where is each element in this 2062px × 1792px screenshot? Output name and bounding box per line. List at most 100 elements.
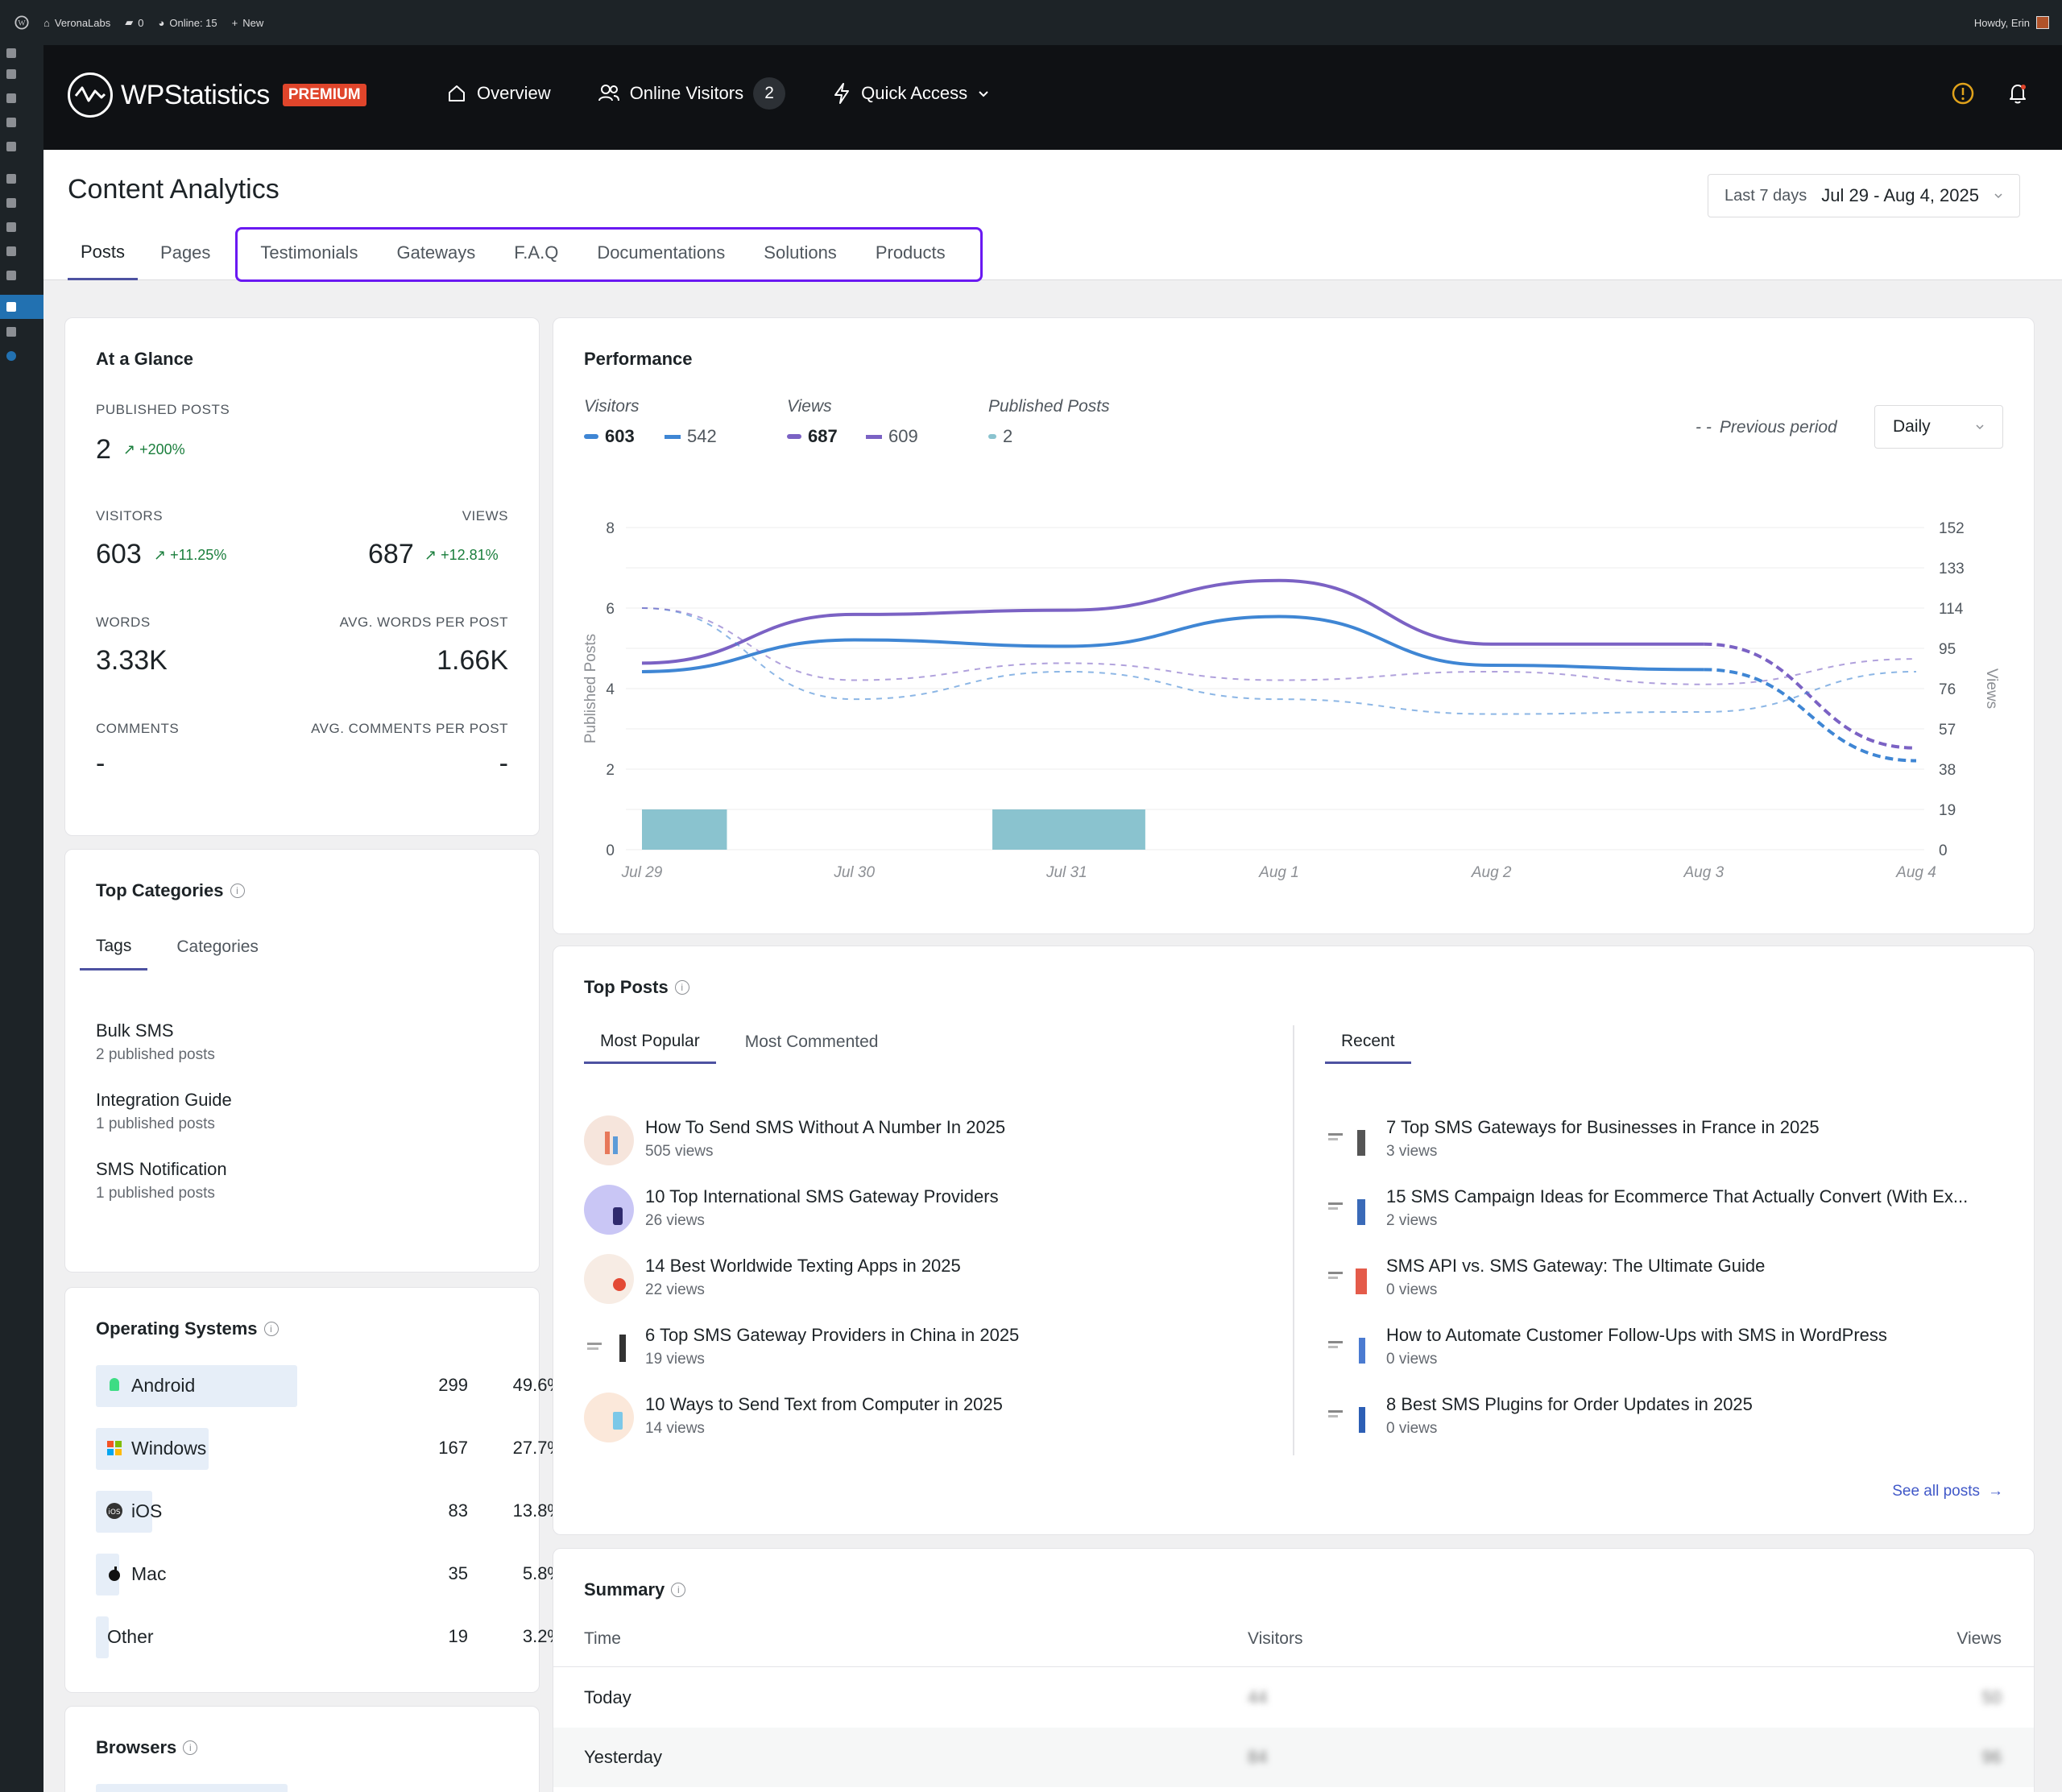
os-row[interactable]: Windows 167 27.7% — [65, 1428, 563, 1476]
popular-post-title[interactable]: How To Send SMS Without A Number In 2025 — [645, 1117, 1006, 1137]
popular-post-title[interactable]: 10 Ways to Send Text from Computer in 20… — [645, 1394, 1003, 1414]
os-share-bar — [96, 1491, 152, 1533]
os-row[interactable]: Other 19 3.2% — [65, 1616, 563, 1665]
account-menu[interactable]: Howdy, Erin — [1974, 0, 2049, 45]
info-icon[interactable]: i — [263, 1322, 279, 1336]
site-name-link[interactable]: ⌂ VeronaLabs — [43, 17, 110, 29]
tab-most-popular[interactable]: Most Popular — [584, 1020, 716, 1064]
new-content-link[interactable]: + New — [232, 17, 264, 29]
summary-visitors: 44 — [1248, 1687, 1268, 1707]
visitors-previous-value: 542 — [687, 426, 717, 446]
recent-tabs: Recent — [1325, 1020, 1411, 1064]
top-posts-title-text: Top Posts — [584, 977, 669, 997]
legend-posts-value[interactable]: 2 — [988, 426, 1012, 447]
tab-categories[interactable]: Categories — [176, 937, 259, 956]
post-thumbnail[interactable] — [1325, 1264, 1375, 1299]
recent-post-title[interactable]: How to Automate Customer Follow-Ups with… — [1386, 1325, 1887, 1345]
post-thumbnail[interactable] — [584, 1115, 634, 1165]
date-range-picker[interactable]: Last 7 days Jul 29 - Aug 4, 2025 — [1708, 174, 2020, 217]
y2-tick-label: 76 — [1939, 681, 1956, 698]
chart-menu-icon[interactable] — [0, 324, 43, 340]
statistics-menu-icon[interactable] — [0, 295, 43, 319]
plugins-menu-icon[interactable] — [0, 195, 43, 211]
summary-row: Today 44 50 — [553, 1668, 2034, 1728]
category-count: 2 published posts — [96, 1046, 215, 1063]
recent-post-title[interactable]: 8 Best SMS Plugins for Order Updates in … — [1386, 1394, 1753, 1414]
recent-post-title[interactable]: 15 SMS Campaign Ideas for Ecommerce That… — [1386, 1186, 1969, 1206]
wp-logo-icon[interactable]: W — [14, 15, 29, 30]
legend-views-current[interactable]: 687 — [787, 426, 838, 447]
recent-post-title[interactable]: 7 Top SMS Gateways for Businesses in Fra… — [1386, 1117, 1820, 1137]
tab-posts[interactable]: Posts — [68, 226, 139, 280]
tools-menu-icon[interactable] — [0, 243, 43, 259]
dashboard-menu-icon[interactable] — [0, 45, 43, 61]
nav-online-label: Online Visitors — [629, 83, 744, 103]
popular-post-views: 505 views — [645, 1143, 714, 1160]
views-value: 687 — [368, 539, 414, 569]
circle-menu-icon[interactable] — [0, 348, 43, 364]
tab-most-commented[interactable]: Most Commented — [744, 1033, 879, 1051]
popular-post-title[interactable]: 14 Best Worldwide Texting Apps in 2025 — [645, 1256, 961, 1276]
see-all-posts-link[interactable]: See all posts → — [1892, 1483, 2003, 1500]
post-thumbnail[interactable] — [1325, 1194, 1375, 1230]
post-thumbnail[interactable] — [1325, 1333, 1375, 1368]
os-row[interactable]: Android 299 49.6% — [65, 1365, 563, 1413]
tab-documentations[interactable]: Documentations — [597, 242, 726, 263]
post-thumbnail[interactable] — [584, 1331, 634, 1367]
comments-menu-icon[interactable] — [0, 139, 43, 155]
appearance-menu-icon[interactable] — [0, 171, 43, 187]
legend-views-previous[interactable]: 609 — [866, 426, 918, 447]
recent-post-title[interactable]: SMS API vs. SMS Gateway: The Ultimate Gu… — [1386, 1256, 1766, 1276]
os-percentage: 13.8% — [512, 1500, 563, 1521]
avg-comments-label: AVG. COMMENTS PER POST — [311, 721, 508, 736]
category-name[interactable]: Integration Guide — [96, 1090, 232, 1110]
info-icon[interactable]: i — [183, 1740, 198, 1755]
tab-solutions[interactable]: Solutions — [764, 242, 837, 263]
tab-pages[interactable]: Pages — [160, 242, 211, 263]
bell-icon[interactable] — [2006, 81, 2030, 106]
popular-post-title[interactable]: 6 Top SMS Gateway Providers in China in … — [645, 1325, 1020, 1345]
post-thumbnail[interactable] — [584, 1185, 634, 1235]
avg-words-value: 1.66K — [437, 645, 508, 676]
operating-systems-card: Operating Systems i Android 299 49.6% Windo… — [64, 1287, 563, 1693]
post-thumbnail[interactable] — [584, 1254, 634, 1304]
tab-gateways[interactable]: Gateways — [396, 242, 476, 263]
users-menu-icon[interactable] — [0, 219, 43, 235]
legend-visitors-current[interactable]: 603 — [584, 426, 635, 447]
online-link[interactable]: ◕ Online: 15 — [159, 17, 217, 29]
comments-link[interactable]: ▰ 0 — [125, 16, 143, 29]
tab-faq[interactable]: F.A.Q — [514, 242, 559, 263]
post-thumbnail[interactable] — [1325, 1125, 1375, 1161]
alert-shield-icon[interactable] — [1951, 81, 1975, 106]
tab-testimonials[interactable]: Testimonials — [260, 242, 358, 263]
plugin-logo[interactable]: WPStatistics PREMIUM — [68, 72, 366, 118]
column-divider — [1293, 1025, 1294, 1455]
nav-online-visitors[interactable]: Online Visitors 2 — [598, 77, 786, 110]
settings-menu-icon[interactable] — [0, 267, 43, 283]
info-icon[interactable]: i — [230, 884, 245, 898]
info-icon[interactable]: i — [671, 1583, 686, 1597]
tab-recent[interactable]: Recent — [1325, 1020, 1411, 1064]
category-name[interactable]: SMS Notification — [96, 1159, 227, 1179]
x-tick-label: Aug 2 — [1471, 864, 1512, 881]
media-menu-icon[interactable] — [0, 90, 43, 106]
plugin-header: WPStatistics PREMIUM Overview Online Vis… — [43, 45, 2062, 150]
legend-posts-label: Published Posts — [988, 397, 1110, 416]
post-thumbnail[interactable] — [1325, 1402, 1375, 1438]
pages-menu-icon[interactable] — [0, 114, 43, 130]
legend-visitors-previous[interactable]: 542 — [665, 426, 717, 447]
post-thumbnail[interactable] — [584, 1393, 634, 1442]
posts-menu-icon[interactable] — [0, 66, 43, 82]
y2-tick-label: 57 — [1939, 722, 1956, 739]
info-icon[interactable]: i — [674, 980, 689, 995]
tab-tags[interactable]: Tags — [80, 924, 148, 970]
os-row[interactable]: iOS iOS 83 13.8% — [65, 1491, 563, 1539]
popular-post-title[interactable]: 10 Top International SMS Gateway Provide… — [645, 1186, 999, 1206]
category-name[interactable]: Bulk SMS — [96, 1020, 174, 1041]
summary-header-visitors: Visitors — [1248, 1629, 1303, 1648]
os-row[interactable]: Mac 35 5.8% — [65, 1554, 563, 1602]
interval-select[interactable]: Daily — [1874, 405, 2003, 449]
tab-products[interactable]: Products — [875, 242, 946, 263]
nav-overview[interactable]: Overview — [446, 83, 551, 104]
nav-quick-access[interactable]: Quick Access — [832, 82, 990, 105]
